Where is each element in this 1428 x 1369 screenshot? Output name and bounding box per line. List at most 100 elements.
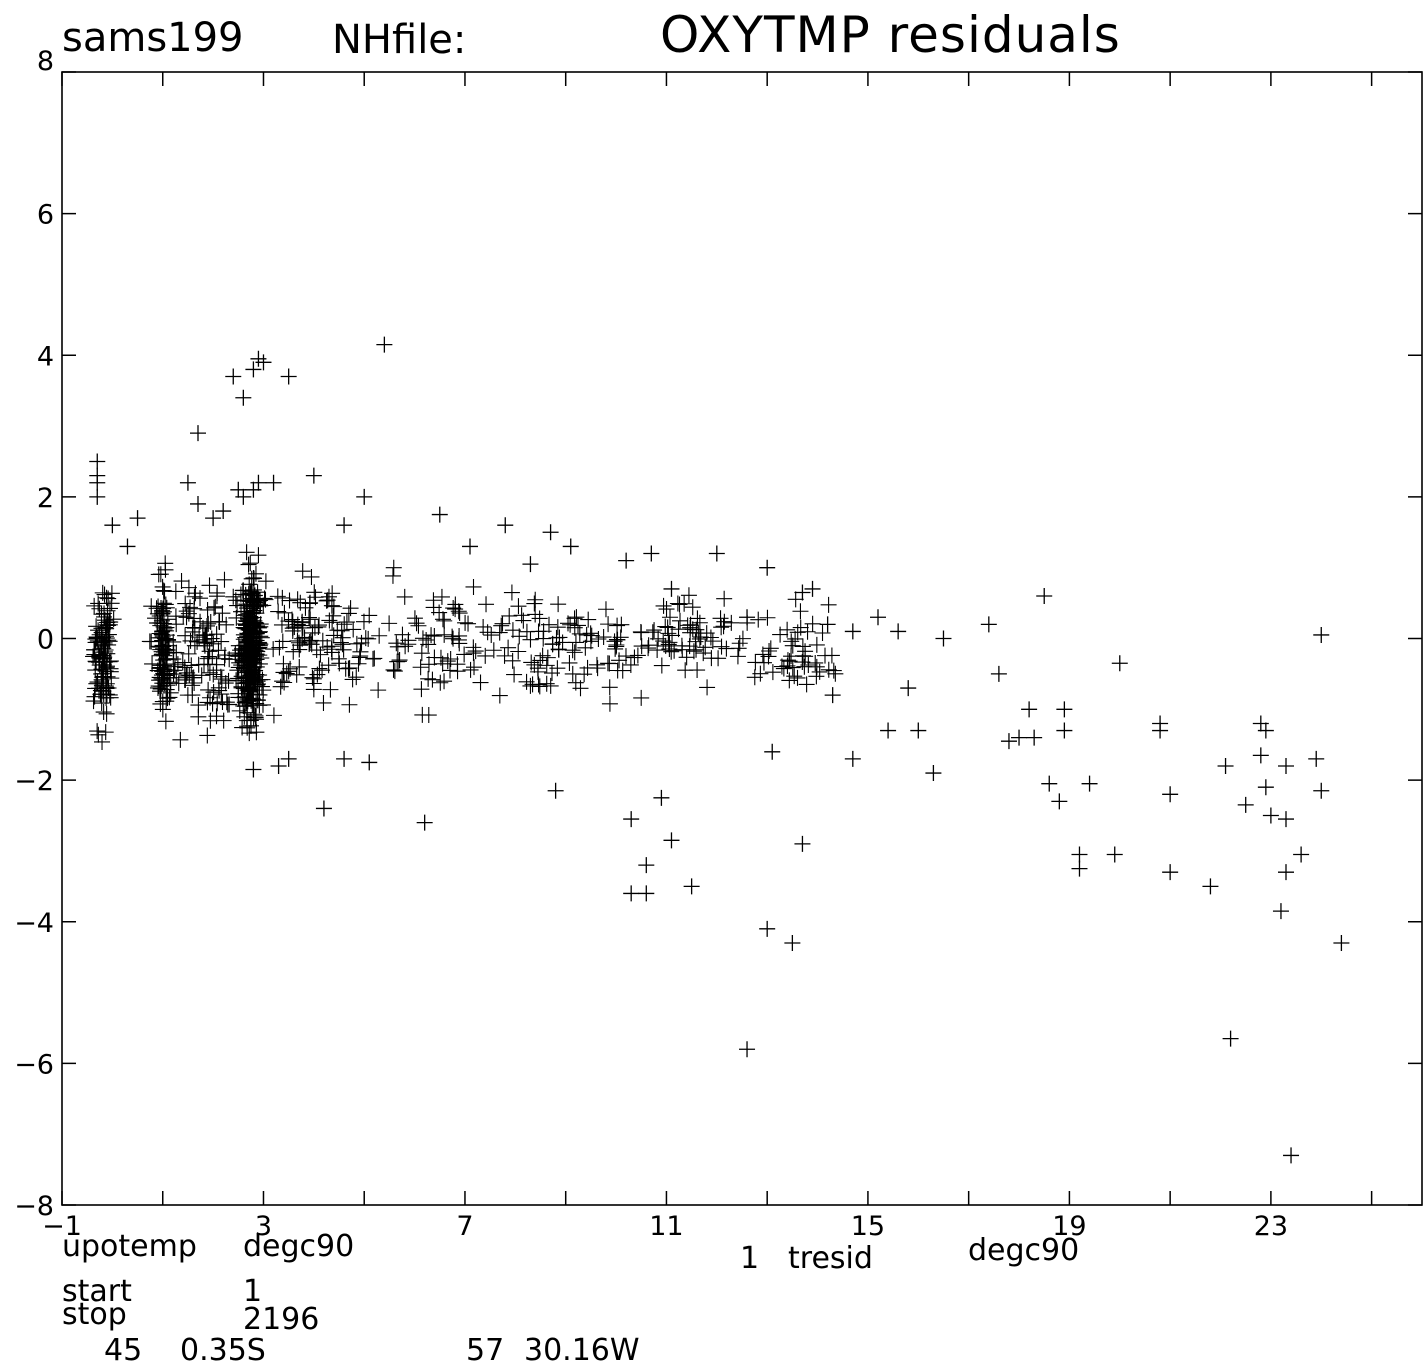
data-point (1278, 864, 1294, 881)
data-point (291, 641, 308, 658)
data-point (465, 578, 482, 595)
data-point (190, 656, 207, 673)
data-point (762, 640, 779, 657)
data-point (759, 920, 776, 937)
data-point (880, 722, 897, 739)
data-point (657, 637, 674, 654)
data-point (485, 642, 502, 659)
data-point (661, 634, 678, 651)
data-point (96, 649, 113, 666)
point-cloud (85, 544, 844, 750)
data-point (731, 635, 748, 652)
data-point (90, 595, 107, 612)
data-point (238, 645, 255, 662)
data-point (289, 632, 306, 649)
data-point (157, 561, 174, 578)
data-point (319, 638, 336, 655)
data-point (567, 674, 584, 691)
data-point (243, 585, 260, 602)
x-unit-label: degc90 (243, 1229, 355, 1264)
data-point (205, 510, 222, 527)
data-point (493, 617, 510, 634)
data-point (844, 623, 861, 640)
data-point (739, 609, 756, 626)
data-point (237, 615, 254, 632)
data-point (779, 621, 796, 638)
data-point (522, 631, 539, 648)
data-point (1162, 864, 1179, 881)
data-point (451, 605, 468, 622)
data-point (1021, 701, 1038, 718)
data-point (353, 634, 370, 651)
data-point (235, 488, 252, 505)
data-point (510, 643, 527, 660)
data-point (925, 765, 942, 782)
data-point (306, 584, 323, 601)
data-point (660, 625, 677, 642)
data-point (221, 696, 238, 713)
data-point (515, 612, 532, 629)
data-point (204, 695, 221, 712)
data-point (89, 474, 106, 491)
data-point (483, 627, 500, 644)
y-tick-label: 0 (37, 625, 54, 656)
data-point (151, 672, 168, 689)
data-point (241, 681, 258, 698)
data-point (208, 708, 225, 725)
data-point (633, 689, 650, 706)
data-point (157, 713, 174, 730)
data-point (305, 467, 322, 484)
data-point (240, 556, 257, 573)
data-point (1257, 722, 1274, 739)
data-point (318, 592, 335, 609)
data-point (640, 640, 657, 657)
y-index-label: 1 (740, 1241, 760, 1276)
data-point (129, 510, 146, 527)
data-point (682, 619, 699, 636)
data-point (410, 617, 427, 634)
data-point (242, 583, 259, 600)
data-point (653, 789, 670, 806)
data-point (576, 666, 593, 683)
data-point (687, 633, 704, 650)
data-point (747, 654, 764, 671)
data-point (794, 584, 811, 601)
y-tick-label: −4 (14, 908, 54, 939)
data-point (190, 495, 206, 512)
data-point (245, 761, 262, 778)
data-point (684, 599, 701, 616)
data-point (617, 648, 634, 665)
data-point (423, 627, 440, 644)
data-point (360, 630, 377, 647)
data-point (250, 547, 267, 564)
data-point (228, 609, 245, 626)
data-point (270, 603, 287, 620)
data-point (716, 590, 733, 607)
data-point (535, 630, 552, 647)
latitude-degrees: 45 (104, 1333, 143, 1368)
data-point (623, 811, 640, 828)
data-point (792, 619, 809, 636)
data-point (431, 506, 448, 523)
data-point (491, 687, 508, 704)
data-point (547, 782, 564, 799)
data-point (384, 567, 401, 584)
data-point (227, 592, 244, 609)
data-point (302, 632, 319, 649)
data-point (370, 682, 387, 699)
data-point (270, 757, 287, 774)
data-point (673, 637, 690, 654)
data-point (155, 615, 172, 632)
data-point (775, 660, 792, 677)
data-point (611, 652, 628, 669)
data-point (97, 724, 114, 741)
y-tick-label: 6 (37, 200, 54, 231)
data-point (280, 750, 297, 767)
data-point (1283, 1147, 1300, 1164)
data-point (213, 686, 230, 703)
data-point (580, 611, 597, 628)
data-point (530, 623, 547, 640)
data-point (601, 679, 618, 696)
data-point (86, 688, 103, 705)
data-point (1278, 757, 1294, 774)
